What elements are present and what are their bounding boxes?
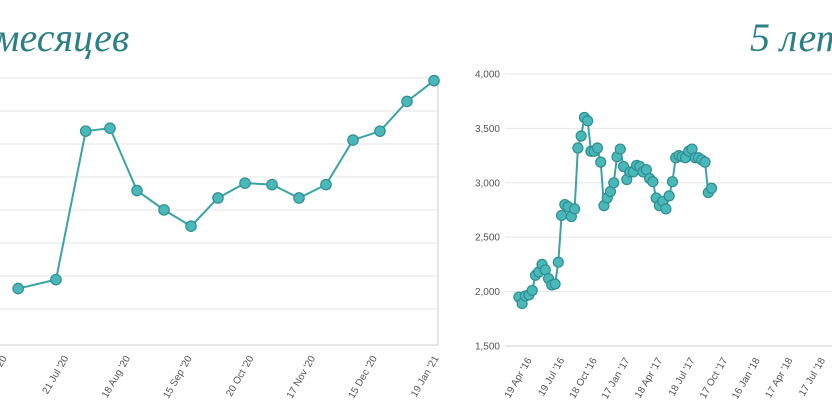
left-chart: 23 Jun '20 21 Jul '20 18 Aug '20 15 Sep '20… bbox=[0, 74, 442, 401]
right-y-tick-label: 4,000 bbox=[475, 70, 500, 81]
right-x-tick-label: 18 Oct '16 bbox=[568, 356, 600, 401]
right-data-point bbox=[660, 203, 672, 215]
left-data-point bbox=[320, 178, 332, 191]
left-data-point bbox=[131, 184, 143, 197]
right-x-tick-label: 19 Jul '16 bbox=[536, 356, 567, 399]
left-x-tick-label: 23 Jun '20 bbox=[0, 354, 10, 400]
right-data-point bbox=[699, 156, 711, 168]
right-data-point bbox=[555, 209, 568, 222]
left-x-tick-label: 19 Jan '21 bbox=[409, 354, 442, 400]
left-data-point bbox=[428, 74, 440, 87]
right-data-point bbox=[582, 115, 594, 127]
right-data-point bbox=[705, 182, 718, 194]
right-x-tick-label: 16 Jan '18 bbox=[730, 356, 763, 402]
left-series-line bbox=[17, 79, 435, 290]
right-data-point bbox=[666, 176, 679, 188]
left-x-tick-label: 15 Sep '20 bbox=[161, 354, 194, 401]
right-data-point bbox=[575, 130, 587, 142]
left-chart-title: месяцев bbox=[0, 15, 130, 60]
right-y-tick-label: 2,500 bbox=[475, 233, 500, 244]
right-x-tick-label: 17 Apr '18 bbox=[764, 356, 796, 401]
right-data-point bbox=[552, 256, 564, 268]
right-x-tick-label: 17 Jul '18 bbox=[797, 356, 828, 399]
left-data-point bbox=[212, 192, 224, 204]
right-data-point bbox=[614, 143, 626, 155]
right-data-point bbox=[569, 203, 581, 215]
left-data-point bbox=[79, 125, 92, 137]
right-y-tick-label: 3,000 bbox=[475, 178, 500, 189]
right-data-point bbox=[526, 284, 538, 297]
left-x-tick-label: 18 Aug '20 bbox=[100, 354, 133, 401]
left-data-point bbox=[347, 134, 359, 146]
left-data-point bbox=[374, 125, 386, 137]
right-y-tick-label: 1,500 bbox=[475, 342, 500, 353]
right-y-tick-label: 3,500 bbox=[475, 124, 500, 135]
left-data-point bbox=[158, 204, 170, 216]
right-data-point bbox=[663, 190, 675, 202]
right-x-tick-label: 18 Apr '17 bbox=[633, 356, 665, 401]
right-data-point bbox=[647, 176, 659, 188]
right-data-point bbox=[572, 142, 584, 154]
left-data-point bbox=[104, 122, 116, 134]
left-x-tick-label: 20 Oct '20 bbox=[224, 354, 256, 399]
right-data-point bbox=[608, 177, 620, 189]
left-data-point bbox=[266, 178, 278, 191]
left-data-point bbox=[12, 282, 25, 295]
right-x-tick-label: 17 Oct '17 bbox=[698, 356, 730, 401]
left-data-point bbox=[239, 177, 251, 189]
left-x-tick-label: 15 Dec '20 bbox=[347, 354, 380, 401]
left-data-point bbox=[185, 220, 197, 232]
left-data-point bbox=[293, 192, 305, 204]
right-data-point bbox=[595, 156, 607, 168]
left-data-point bbox=[50, 273, 62, 286]
right-chart-title: 5 лет bbox=[750, 15, 832, 60]
right-x-tick-label: 19 Apr '16 bbox=[503, 356, 535, 401]
right-data-point bbox=[591, 142, 604, 154]
right-x-tick-label: 17 Jan '17 bbox=[600, 356, 633, 402]
right-y-tick-label: 2,000 bbox=[475, 287, 500, 298]
right-data-point bbox=[549, 278, 561, 290]
left-x-tick-label: 21 Jul '20 bbox=[41, 354, 72, 397]
right-chart: 1,500 2,000 2,500 3,000 3,500 4,000 19 Apr '16… bbox=[475, 70, 832, 402]
right-x-tick-label: 18 Jul '17 bbox=[667, 356, 698, 399]
left-data-point bbox=[401, 95, 413, 108]
left-x-tick-label: 17 Nov '20 bbox=[285, 354, 318, 401]
